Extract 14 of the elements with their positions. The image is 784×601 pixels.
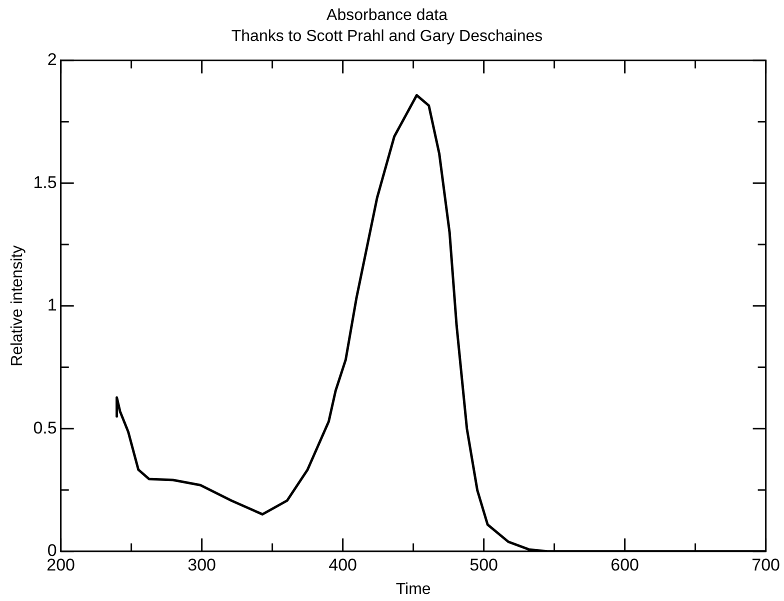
x-tick-label: 300 bbox=[188, 555, 216, 574]
y-tick-label: 1 bbox=[47, 296, 57, 315]
y-tick-label: 1.5 bbox=[33, 172, 57, 192]
x-axis-title: Time bbox=[396, 580, 431, 598]
chart-subtitle: Thanks to Scott Prahl and Gary Deschaines bbox=[231, 28, 543, 46]
chart-title: Absorbance data bbox=[326, 7, 448, 24]
x-tick-label: 500 bbox=[470, 555, 498, 574]
x-tick-label: 400 bbox=[328, 555, 358, 574]
x-tick-label: 700 bbox=[752, 555, 780, 574]
x-tick-label: 200 bbox=[46, 555, 76, 574]
y-tick-label: 0.5 bbox=[33, 418, 57, 438]
x-tick-label: 600 bbox=[610, 555, 640, 574]
y-tick-label: 2 bbox=[47, 50, 57, 70]
y-axis-title: Relative intensity bbox=[9, 245, 26, 366]
